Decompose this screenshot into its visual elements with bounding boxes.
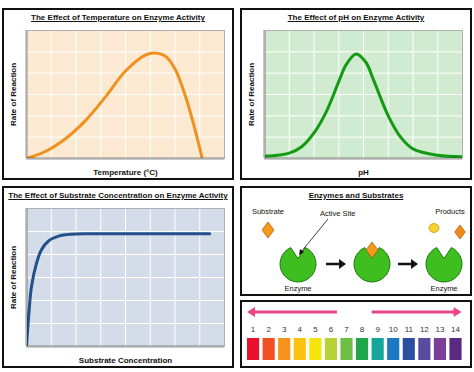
svg-text:pH: pH xyxy=(358,168,369,177)
svg-text:10: 10 xyxy=(389,325,398,334)
html-text:The Effect of Temperature on E: The Effect of Temperature on Enzyme Acti… xyxy=(31,13,205,22)
svg-text:11: 11 xyxy=(405,325,414,334)
svg-text:Enzyme: Enzyme xyxy=(430,284,457,293)
svg-text:5: 5 xyxy=(313,325,318,334)
svg-text:Rate of Reaction: Rate of Reaction xyxy=(9,63,18,126)
svg-text:6: 6 xyxy=(329,325,334,334)
svg-text:3: 3 xyxy=(282,325,287,334)
svg-text:7: 7 xyxy=(344,325,349,334)
svg-text:14: 14 xyxy=(451,325,460,334)
svg-text:1: 1 xyxy=(251,325,256,334)
svg-text:Rate of Reaction: Rate of Reaction xyxy=(247,63,256,126)
svg-text:12: 12 xyxy=(420,325,429,334)
html-text:Enzymes and Substrates: Enzymes and Substrates xyxy=(308,191,404,200)
svg-text:9: 9 xyxy=(375,325,380,334)
svg-text:Products: Products xyxy=(435,207,465,216)
svg-text:4: 4 xyxy=(298,325,303,334)
html-text:The Effect of Substrate Concen: The Effect of Substrate Concentration on… xyxy=(8,191,228,200)
svg-text:13: 13 xyxy=(435,325,444,334)
svg-text:Substrate Concentration: Substrate Concentration xyxy=(79,356,172,365)
html-text:The Effect of pH on Enzyme Act: The Effect of pH on Enzyme Activity xyxy=(287,13,425,22)
svg-text:8: 8 xyxy=(360,325,365,334)
svg-text:2: 2 xyxy=(266,325,271,334)
svg-text:Active Site: Active Site xyxy=(320,209,355,218)
svg-text:Substrate: Substrate xyxy=(252,207,284,216)
svg-text:Enzyme: Enzyme xyxy=(284,284,311,293)
svg-text:Temperature (°C): Temperature (°C) xyxy=(93,168,158,177)
svg-text:Rate of Reaction: Rate of Reaction xyxy=(9,246,18,309)
